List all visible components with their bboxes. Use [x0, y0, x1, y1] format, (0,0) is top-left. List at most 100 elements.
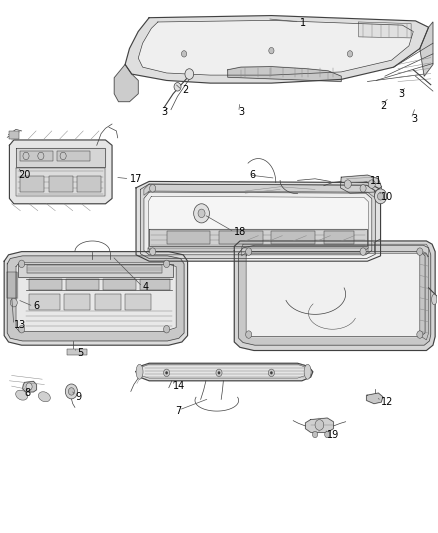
Circle shape: [198, 209, 205, 217]
Circle shape: [417, 248, 423, 255]
Circle shape: [270, 371, 273, 374]
Circle shape: [18, 260, 25, 268]
Bar: [272, 231, 315, 244]
Circle shape: [325, 431, 330, 438]
Polygon shape: [305, 418, 333, 432]
Circle shape: [246, 331, 252, 338]
Bar: [57, 151, 90, 161]
Ellipse shape: [431, 294, 437, 305]
Text: 11: 11: [370, 176, 382, 187]
Polygon shape: [22, 381, 36, 392]
Text: 2: 2: [182, 85, 188, 95]
Polygon shape: [16, 168, 106, 196]
Circle shape: [269, 47, 274, 54]
Text: 18: 18: [234, 227, 247, 237]
Polygon shape: [4, 252, 187, 345]
Polygon shape: [144, 192, 372, 255]
Circle shape: [360, 248, 366, 255]
Text: 2: 2: [381, 101, 387, 111]
Bar: [29, 279, 62, 290]
Circle shape: [18, 326, 25, 333]
Polygon shape: [420, 22, 433, 76]
Bar: [219, 231, 263, 244]
Polygon shape: [125, 15, 428, 83]
Text: 3: 3: [398, 88, 404, 99]
Bar: [67, 350, 87, 355]
Polygon shape: [148, 196, 368, 252]
Text: 12: 12: [381, 397, 393, 407]
Circle shape: [344, 180, 351, 188]
Bar: [49, 176, 73, 192]
Text: 4: 4: [143, 282, 149, 292]
Polygon shape: [138, 365, 308, 378]
Polygon shape: [16, 149, 106, 166]
Polygon shape: [359, 22, 411, 38]
Ellipse shape: [39, 392, 50, 402]
Polygon shape: [340, 175, 381, 193]
Text: 17: 17: [130, 174, 142, 184]
Circle shape: [378, 192, 384, 200]
Circle shape: [65, 384, 78, 399]
Bar: [125, 294, 151, 310]
Polygon shape: [246, 252, 425, 337]
Ellipse shape: [16, 390, 28, 400]
Text: 1: 1: [300, 18, 306, 28]
Bar: [77, 176, 101, 192]
Circle shape: [216, 369, 222, 376]
Bar: [66, 279, 99, 290]
Circle shape: [374, 189, 387, 204]
Polygon shape: [138, 20, 413, 75]
Polygon shape: [148, 248, 368, 252]
Text: 7: 7: [175, 406, 182, 416]
Circle shape: [174, 83, 181, 91]
Circle shape: [360, 184, 366, 192]
Bar: [324, 231, 354, 244]
Polygon shape: [10, 140, 112, 204]
Polygon shape: [420, 251, 428, 340]
Polygon shape: [367, 393, 383, 403]
Polygon shape: [114, 64, 138, 102]
Circle shape: [185, 69, 194, 79]
Bar: [141, 279, 170, 290]
Polygon shape: [141, 184, 375, 259]
Circle shape: [150, 184, 155, 192]
Circle shape: [11, 298, 17, 307]
Circle shape: [368, 180, 375, 188]
Polygon shape: [16, 263, 176, 332]
Circle shape: [26, 383, 32, 390]
Polygon shape: [18, 264, 173, 277]
Bar: [64, 294, 90, 310]
Text: 20: 20: [18, 170, 31, 180]
Polygon shape: [242, 244, 428, 257]
Polygon shape: [234, 241, 435, 351]
Bar: [166, 231, 210, 244]
Circle shape: [163, 326, 170, 333]
Bar: [20, 151, 53, 161]
Circle shape: [163, 260, 170, 268]
Text: 10: 10: [381, 192, 393, 203]
Polygon shape: [7, 272, 17, 298]
Text: 6: 6: [33, 301, 39, 311]
Circle shape: [163, 369, 170, 376]
Bar: [29, 294, 60, 310]
Polygon shape: [7, 256, 184, 341]
Text: 14: 14: [173, 381, 185, 391]
Text: 3: 3: [411, 114, 417, 124]
Circle shape: [315, 419, 324, 430]
Text: 3: 3: [161, 107, 167, 117]
Circle shape: [347, 51, 353, 57]
Polygon shape: [149, 229, 367, 246]
Bar: [20, 176, 44, 192]
Circle shape: [181, 51, 187, 57]
Circle shape: [246, 248, 252, 255]
Circle shape: [417, 331, 423, 338]
Circle shape: [218, 371, 220, 374]
Circle shape: [194, 204, 209, 223]
Text: 6: 6: [250, 170, 256, 180]
Text: 13: 13: [14, 320, 26, 330]
Text: 9: 9: [75, 392, 81, 402]
Text: 5: 5: [77, 348, 83, 358]
Text: 3: 3: [239, 107, 245, 117]
Bar: [9, 131, 19, 139]
Ellipse shape: [304, 365, 311, 379]
